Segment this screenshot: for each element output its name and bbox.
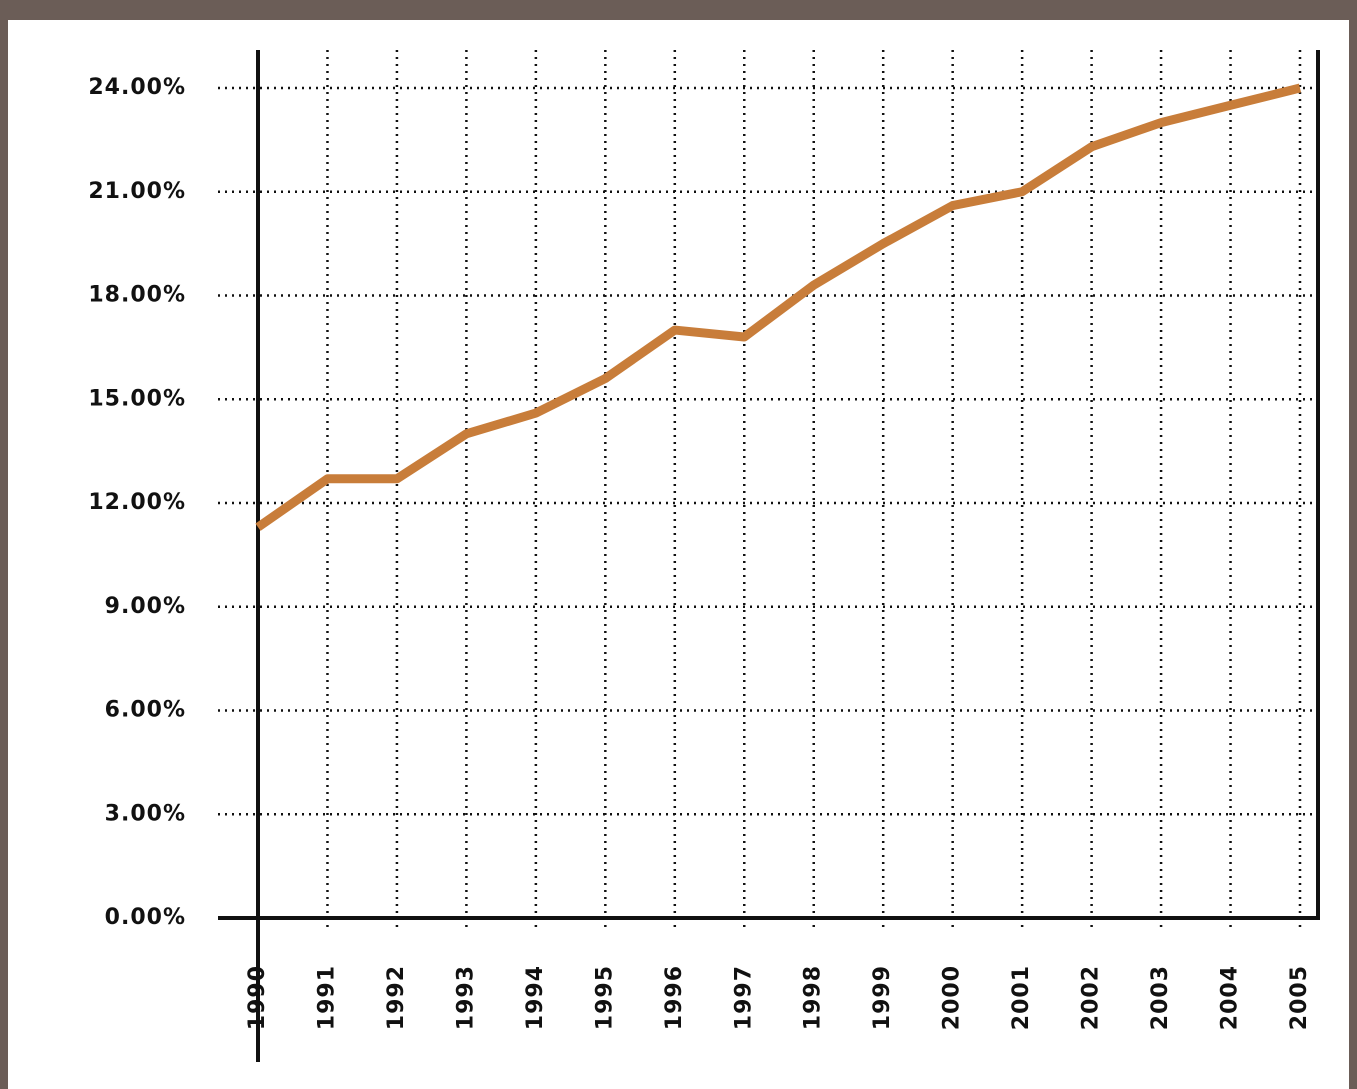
x-tick-label: 2005 [1287,965,1312,1030]
x-tick-label: 2003 [1148,965,1173,1030]
x-tick-label: 2001 [1009,965,1034,1030]
y-tick-label: 15.00% [88,386,186,411]
chart-background [8,20,1349,1089]
x-tick-label: 2000 [940,965,965,1030]
x-tick-label: 1999 [870,965,895,1030]
y-tick-label: 24.00% [88,75,186,100]
y-tick-label: 3.00% [105,801,186,826]
x-tick-label: 1997 [731,965,756,1030]
x-tick-label: 1998 [801,965,826,1030]
x-tick-label: 1992 [384,965,409,1030]
y-tick-label: 0.00% [105,905,186,930]
y-tick-label: 12.00% [88,490,186,515]
line [255,83,1302,531]
x-tick-label: 1991 [314,965,339,1030]
x-tick-label: 1994 [523,965,548,1030]
x-tick-label: 1995 [592,965,617,1030]
x-tick-label: 1993 [453,965,478,1030]
x-tick-label: 2002 [1079,965,1104,1030]
x-tick-label: 2004 [1218,965,1243,1030]
y-tick-label: 21.00% [88,179,186,204]
y-tick-label: 18.00% [88,283,186,308]
y-tick-label: 6.00% [105,698,186,723]
y-tick-label: 9.00% [105,594,186,619]
x-tick-label: 1996 [662,965,687,1030]
